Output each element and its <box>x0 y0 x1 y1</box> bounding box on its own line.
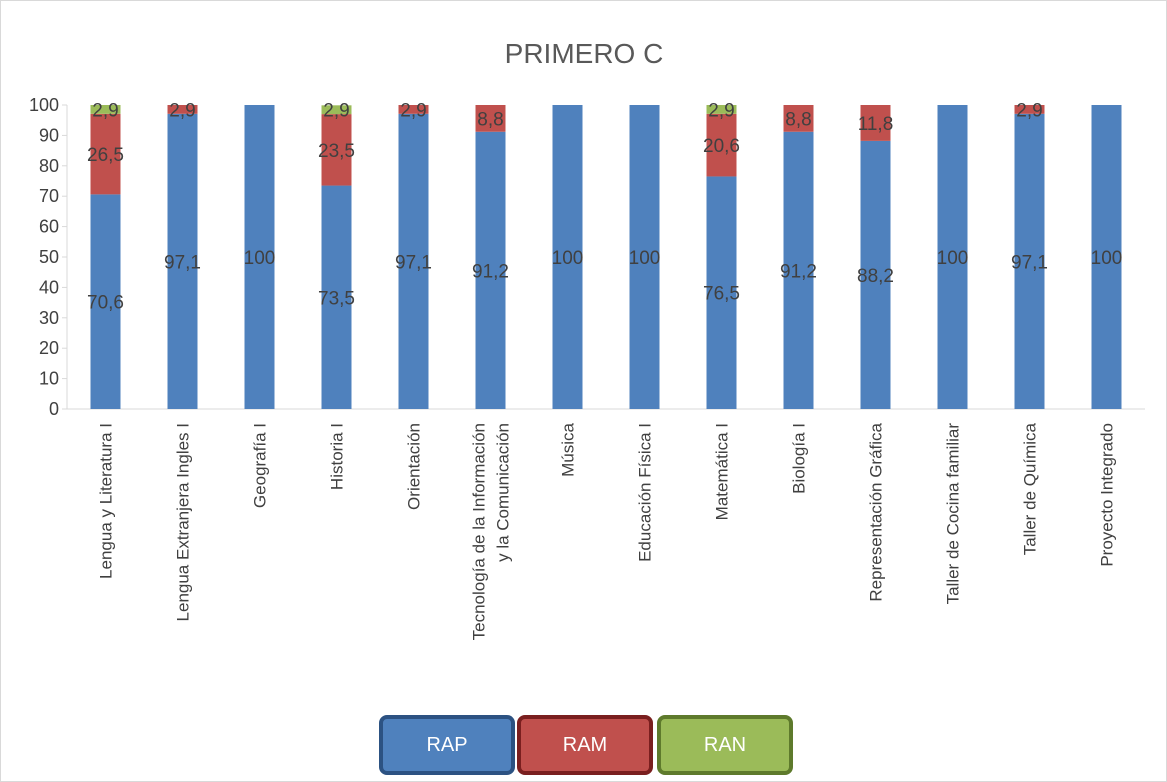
bar-ram <box>90 113 121 195</box>
x-tick-label: Taller de Química <box>1021 422 1040 555</box>
legend-label-ran: RAN <box>703 733 747 756</box>
bar-rap <box>321 185 352 409</box>
data-label-ran: 2,9 <box>323 101 349 122</box>
bar-ram <box>167 105 198 114</box>
data-label-ram: 11,8 <box>858 114 894 135</box>
data-label-ram: 2,9 <box>1016 100 1042 121</box>
data-label-rap: 100 <box>1091 248 1123 269</box>
data-label-ram: 23,5 <box>318 141 355 162</box>
bar-rap <box>552 105 583 409</box>
y-tick-label: 10 <box>39 369 59 389</box>
bar-ram <box>706 113 737 177</box>
data-label-rap: 88,2 <box>857 266 894 287</box>
legend-item-ran: RAN <box>657 715 793 775</box>
data-label-rap: 100 <box>244 248 276 269</box>
chart-title: PRIMERO C <box>505 38 664 69</box>
bar-rap <box>629 105 660 409</box>
data-label-rap: 91,2 <box>780 261 817 282</box>
legend-item-ram: RAM <box>517 715 653 775</box>
data-label-rap: 91,2 <box>472 261 509 282</box>
y-tick-label: 100 <box>29 95 59 115</box>
x-tick-label: Lengua y Literatura I <box>97 423 116 579</box>
data-label-ram: 8,8 <box>477 109 503 130</box>
data-label-rap: 100 <box>629 248 661 269</box>
x-tick-label: y la Comunicación <box>494 423 513 562</box>
bar-rap <box>783 131 814 409</box>
data-label-ran: 2,9 <box>92 100 118 121</box>
y-tick-label: 0 <box>49 399 59 419</box>
x-tick-label: Educación Física I <box>636 423 655 562</box>
x-tick-label: Taller de Cocina familiar <box>944 423 963 605</box>
y-tick-label: 90 <box>39 125 59 145</box>
bar-ran <box>706 105 737 114</box>
x-tick-label: Matemática I <box>713 423 732 520</box>
data-label-rap: 97,1 <box>164 252 201 273</box>
x-tick-label: Geografía I <box>251 423 270 508</box>
data-label-rap: 100 <box>937 248 969 269</box>
data-label-ram: 8,8 <box>785 109 811 130</box>
x-tick-label: Proyecto Integrado <box>1098 423 1117 567</box>
y-tick-label: 50 <box>39 247 59 267</box>
data-label-rap: 73,5 <box>318 288 355 309</box>
data-label-ram: 26,5 <box>87 145 124 166</box>
legend-label-ram: RAM <box>562 733 608 756</box>
bar-rap <box>90 194 121 409</box>
y-tick-label: 40 <box>39 277 59 297</box>
x-tick-label: Orientación <box>405 423 424 510</box>
x-tick-label: Música <box>559 422 578 476</box>
y-tick-label: 60 <box>39 217 59 237</box>
bar-rap <box>860 140 891 409</box>
bar-ram <box>860 105 891 141</box>
x-tick-label: Biología I <box>790 423 809 494</box>
bar-rap <box>706 176 737 409</box>
bar-ram <box>1014 105 1045 114</box>
bar-ram <box>783 105 814 132</box>
x-tick-label: Lengua Extranjera Ingles I <box>174 423 193 621</box>
data-label-ram: 2,9 <box>169 100 195 121</box>
y-tick-label: 80 <box>39 156 59 176</box>
legend-label-rap: RAP <box>426 733 468 756</box>
bar-ran <box>321 105 352 115</box>
bar-ran <box>90 105 121 114</box>
data-label-rap: 97,1 <box>395 252 432 273</box>
data-label-rap: 97,1 <box>1011 252 1048 273</box>
y-tick-label: 70 <box>39 186 59 206</box>
bar-rap <box>1014 113 1045 409</box>
y-tick-label: 30 <box>39 308 59 328</box>
bar-rap <box>937 105 968 409</box>
bar-ram <box>398 105 429 114</box>
bar-rap <box>1091 105 1122 409</box>
x-tick-label: Representación Gráfica <box>867 422 886 601</box>
bar-ram <box>475 105 506 132</box>
bar-rap <box>398 113 429 409</box>
x-tick-label: Tecnología de la Información <box>470 423 489 640</box>
data-label-ram: 2,9 <box>400 100 426 121</box>
legend-item-rap: RAP <box>379 715 515 775</box>
data-label-rap: 100 <box>552 248 584 269</box>
bar-ram <box>321 114 352 186</box>
data-label-rap: 76,5 <box>703 284 740 305</box>
x-tick-label: Historia I <box>328 423 347 490</box>
bar-rap <box>244 105 275 409</box>
stacked-bar-chart: PRIMERO C 0 10 20 30 40 50 60 70 80 90 100 70,6 26,5 2… <box>29 38 1145 640</box>
data-label-rap: 70,6 <box>87 293 124 314</box>
data-label-ram: 20,6 <box>703 136 740 157</box>
bar-rap <box>475 131 506 409</box>
y-tick-label: 20 <box>39 338 59 358</box>
bar-rap <box>167 113 198 409</box>
data-label-ran: 2,9 <box>708 100 734 121</box>
